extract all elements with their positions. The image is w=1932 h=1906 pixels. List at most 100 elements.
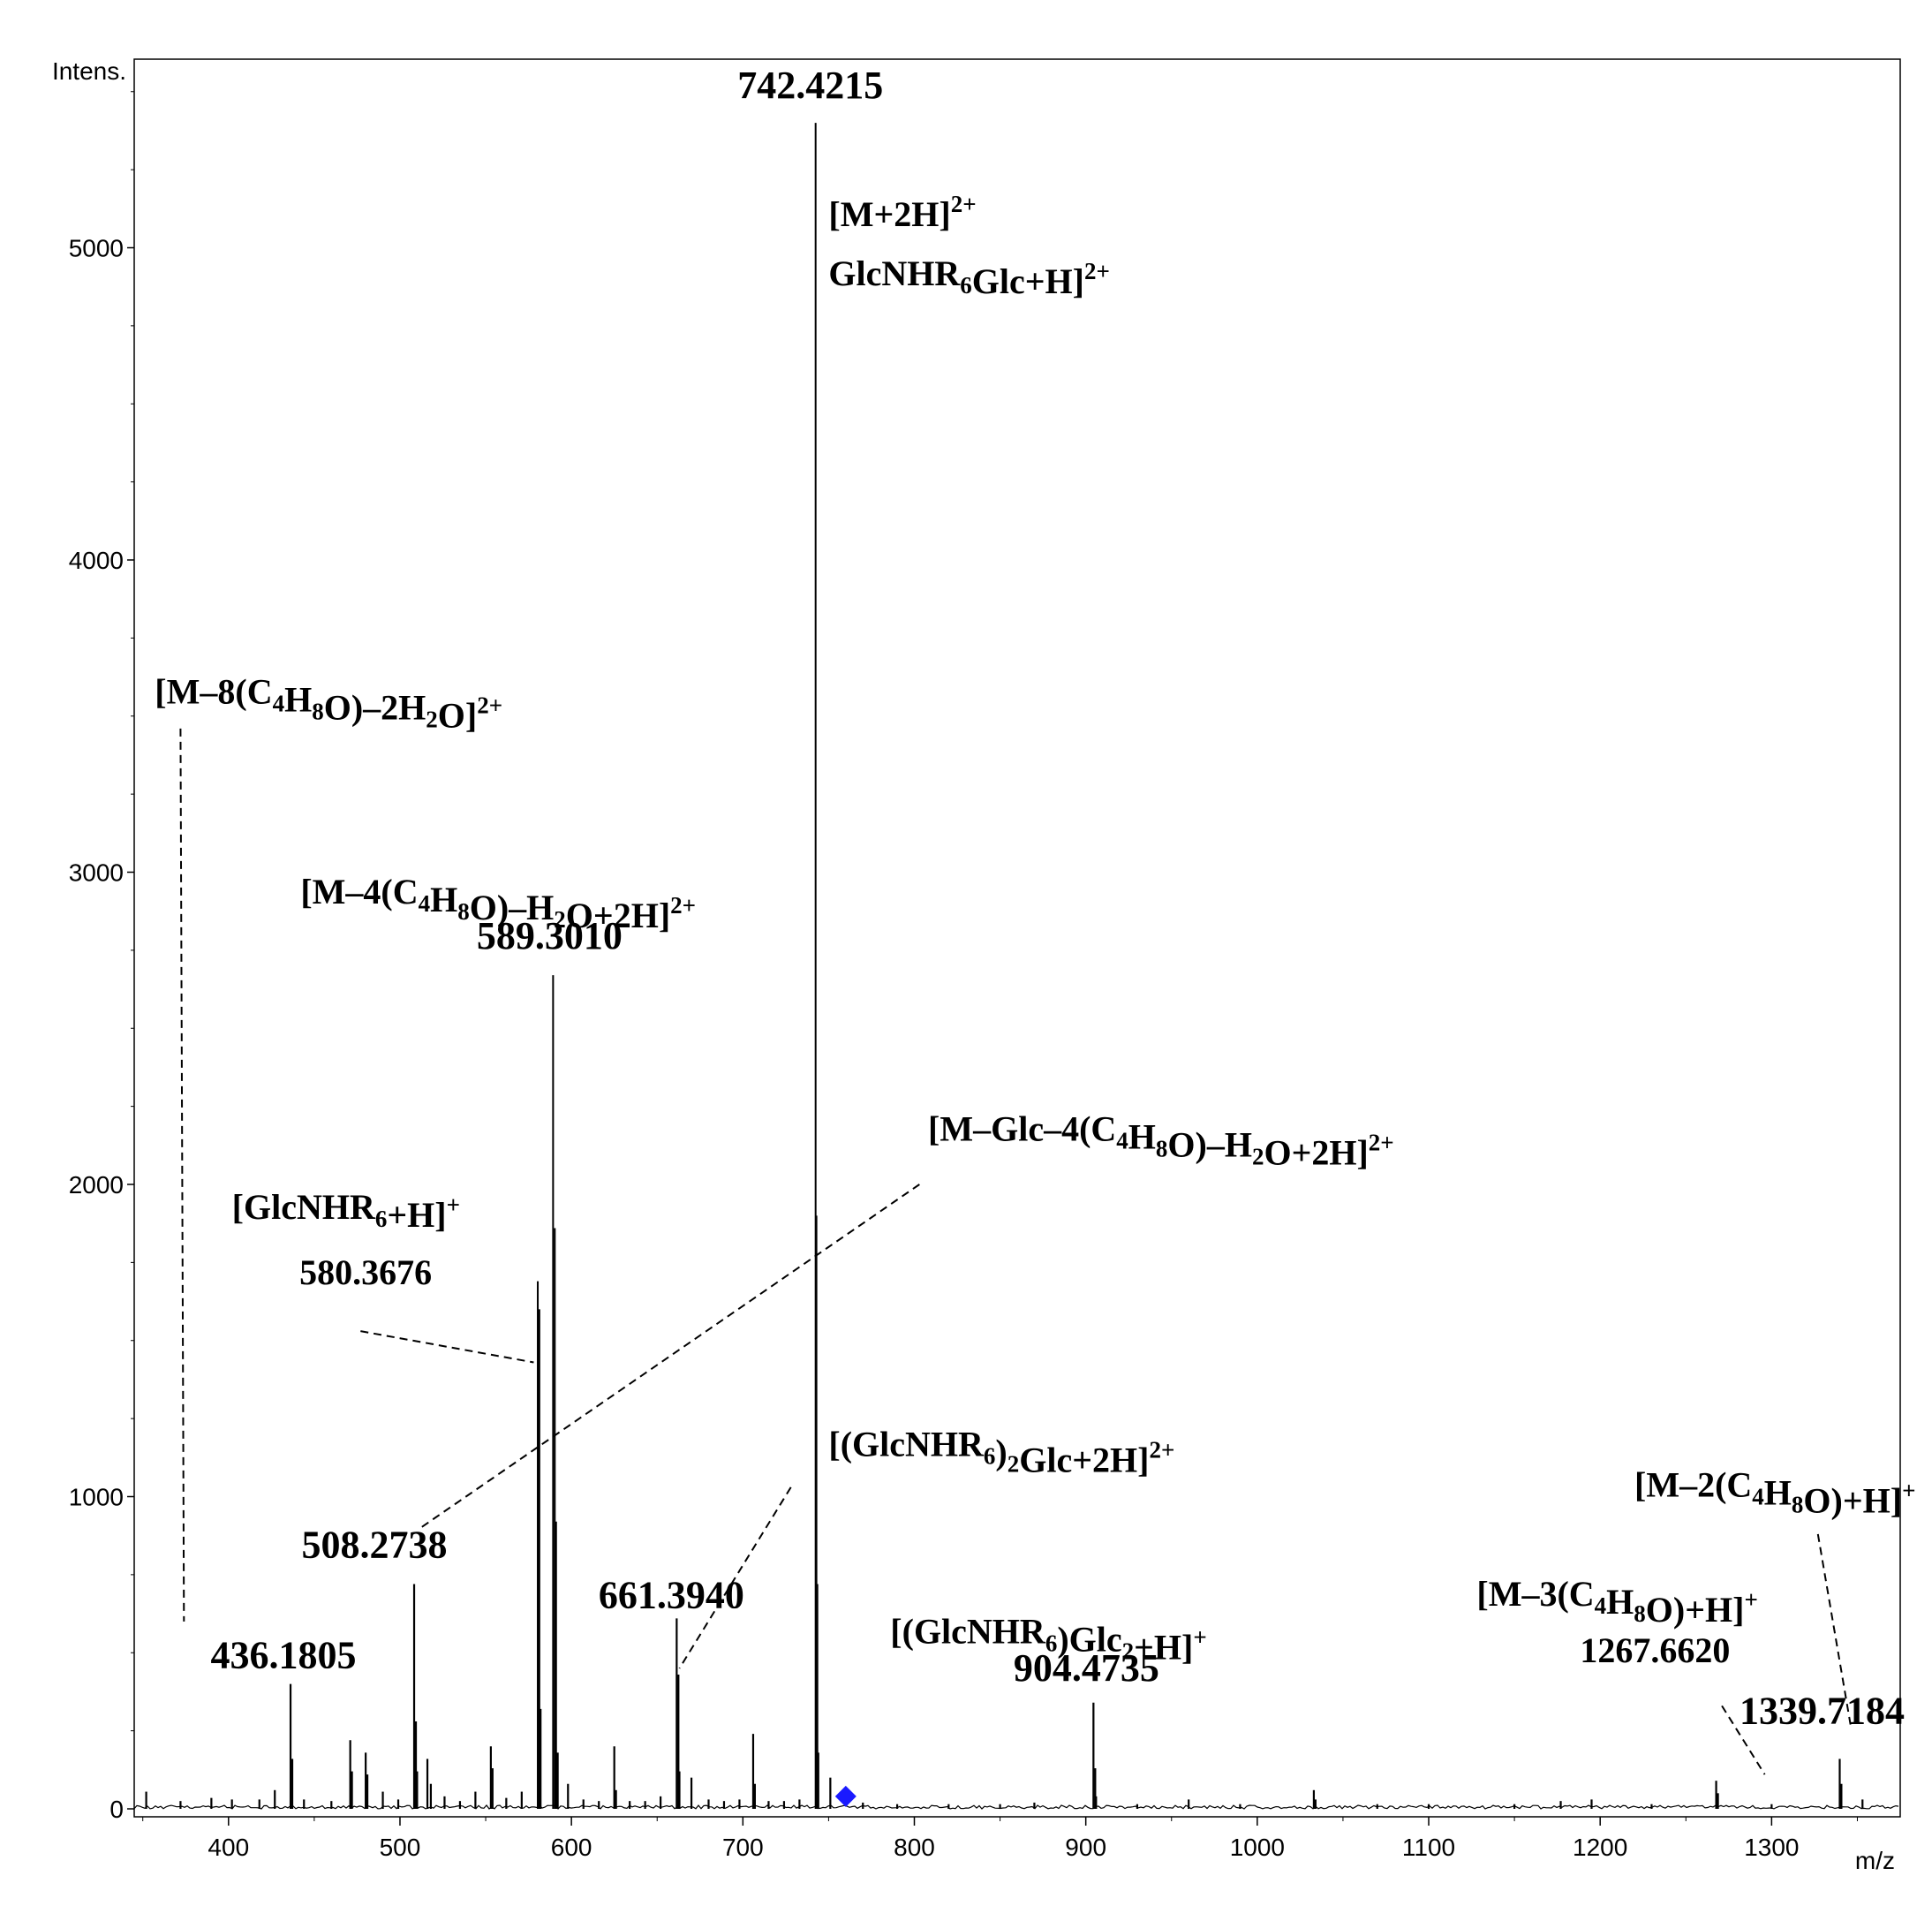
annotation-segment: H [430, 880, 457, 919]
annotation-segment: + [447, 1191, 460, 1218]
y-tick-label: 3000 [69, 859, 124, 887]
ann-glcnhr6glc: GlcNHR6Glc+H]2+ [828, 253, 1109, 301]
annotation-segment: 2 [1122, 1638, 1135, 1665]
annotation-segment: O)–H [1167, 1125, 1252, 1165]
annotation-segment: Glc+H] [972, 261, 1084, 301]
precursor-marker-icon [834, 1785, 857, 1807]
pl-1267: 1267.6620 [1580, 1630, 1730, 1670]
annotation-segment: O)+H] [1646, 1590, 1745, 1630]
y-tick-label: 5000 [69, 235, 124, 262]
annotation-segment: 2+ [1369, 1130, 1394, 1156]
annotation-segment: H [1764, 1473, 1792, 1513]
annotation-segment: [GlcNHR [232, 1187, 376, 1227]
y-tick-label: 4000 [69, 547, 124, 574]
annotation-segment: 6 [375, 1206, 388, 1232]
y-tick-label: 0 [109, 1796, 124, 1823]
axes: 0 1000 2000 3000 4000 5000 400 500 600 700 800 900 1… [69, 91, 1858, 1861]
ann-m8: [M–8(C4H8O)–2H2O]2+ [155, 672, 502, 736]
annotation-segment: 2 [554, 906, 566, 933]
ann-m2h: [M+2H]2+ [828, 191, 976, 234]
annotation-segment: H [1606, 1582, 1634, 1622]
annotation-segment: + [1744, 1586, 1757, 1613]
annotation-segment: [M–3(C [1476, 1574, 1594, 1614]
plot-frame [133, 58, 1901, 1818]
pl-436: 436.1805 [211, 1634, 357, 1677]
annotation-segment: [M–Glc–4(C [928, 1109, 1116, 1149]
lead-580 [360, 1330, 534, 1364]
annotation-segment: 4 [1752, 1484, 1764, 1510]
lead-glcnhr6-2glc [678, 1486, 792, 1669]
annotation-segment: [M+2H] [828, 194, 950, 234]
x-tick-label: 400 [208, 1834, 249, 1861]
annotation-segment: + [1902, 1478, 1915, 1504]
annotations: [M+2H]2+GlcNHR6Glc+H]2+[M–8(C4H8O)–2H2O]… [155, 191, 1915, 1668]
annotation-segment: [(GlcNHR [890, 1612, 1046, 1652]
ann-glcnhr6-2glc: [(GlcNHR6)2Glc+2H]2+ [828, 1425, 1174, 1480]
spectrum-peaks [133, 123, 1899, 1810]
annotation-segment: O)–H [470, 888, 555, 927]
y-tick-label: 1000 [69, 1484, 124, 1511]
x-tick-label: 1200 [1573, 1834, 1627, 1861]
annotation-segment: O+2H] [1264, 1133, 1368, 1173]
annotation-segment: Glc+2H] [1019, 1441, 1149, 1480]
annotation-segment: +H] [1134, 1628, 1193, 1668]
annotation-segment: 2+ [1084, 258, 1110, 284]
lead-m2c4 [1816, 1533, 1852, 1725]
annotation-segment: O+2H] [566, 896, 670, 935]
annotation-segment: 2+ [1149, 1437, 1174, 1464]
ann-glcnhr6h: [GlcNHR6+H]+ [232, 1187, 460, 1235]
annotation-segment: H [284, 680, 312, 720]
x-tick-label: 700 [722, 1834, 764, 1861]
annotation-segment: 8 [1634, 1600, 1646, 1627]
pl-580: 580.3676 [299, 1252, 432, 1292]
annotation-segment: [M–2(C [1634, 1465, 1752, 1505]
pl-1339: 1339.7184 [1740, 1689, 1905, 1732]
y-axis-label: Intens. [52, 57, 126, 85]
annotation-segment: 8 [1792, 1492, 1804, 1518]
x-tick-label: 1100 [1402, 1834, 1455, 1861]
annotation-segment: [M–8(C [155, 672, 272, 712]
ann-mglc4: [M–Glc–4(C4H8O)–H2O+2H]2+ [928, 1109, 1394, 1173]
annotation-segment: 2+ [477, 692, 502, 719]
annotation-segment: 2 [426, 707, 438, 733]
annotation-segment: 4 [273, 691, 285, 717]
x-tick-label: 500 [380, 1834, 421, 1861]
baseline-noise [133, 1804, 1899, 1810]
annotation-segment: )Glc [1057, 1620, 1121, 1660]
annotation-segment: ) [995, 1433, 1007, 1472]
pl-742: 742.4215 [737, 64, 883, 107]
lead-mglc4 [419, 1184, 920, 1529]
ann-m4: [M–4(C4H8O)–H2O+2H]2+ [300, 872, 696, 935]
leader-lines [179, 728, 1852, 1775]
annotation-segment: 6 [1045, 1630, 1058, 1657]
annotation-segment: GlcNHR [828, 253, 961, 293]
annotation-segment: O)–2H [324, 688, 426, 728]
x-tick-label: 600 [551, 1834, 592, 1861]
annotation-segment: 2+ [670, 892, 696, 919]
x-tick-label: 800 [894, 1834, 935, 1861]
annotation-segment: H [1128, 1117, 1156, 1157]
annotation-segment: 2+ [951, 191, 977, 217]
annotation-segment: + [1193, 1624, 1206, 1651]
annotation-segment: 4 [1116, 1128, 1128, 1154]
pl-508: 508.2738 [302, 1523, 448, 1566]
x-tick-label: 1300 [1744, 1834, 1799, 1861]
annotation-segment: 6 [960, 272, 972, 299]
annotation-segment: +H] [387, 1195, 446, 1235]
annotation-segment: 6 [984, 1443, 996, 1470]
pl-904: 904.4735 [1014, 1646, 1159, 1690]
pl-661: 661.3940 [599, 1573, 744, 1616]
annotation-segment: 4 [419, 890, 431, 917]
annotation-segment: 8 [312, 699, 324, 725]
pl-589: 589.3010 [477, 914, 623, 957]
x-axis-label: m/z [1855, 1847, 1895, 1874]
y-tick-label: 2000 [69, 1171, 124, 1199]
ann-m2c4: [M–2(C4H8O)+H]+ [1634, 1465, 1915, 1521]
lead-1267 [1721, 1705, 1766, 1775]
annotation-segment: 2 [1008, 1451, 1020, 1478]
x-tick-label: 900 [1065, 1834, 1106, 1861]
annotation-segment: 2 [1252, 1144, 1264, 1170]
peak-labels: 742.4215 589.3010 580.3676 508.2738 436.1805… [211, 64, 1905, 1732]
annotation-segment: [(GlcNHR [828, 1425, 985, 1464]
